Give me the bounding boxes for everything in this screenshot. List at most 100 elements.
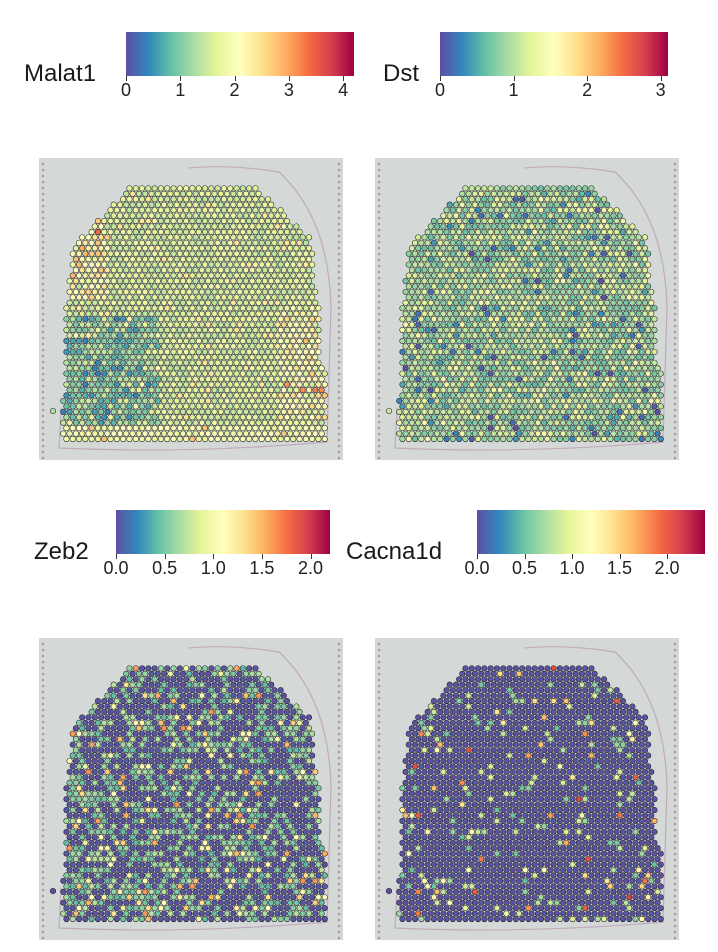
spot [129, 332, 136, 339]
spot [255, 212, 262, 219]
spot [569, 185, 576, 192]
spot [572, 277, 579, 285]
spot [541, 212, 548, 219]
spot [563, 218, 570, 225]
spot [405, 294, 412, 301]
spot [236, 681, 243, 688]
spot [91, 386, 98, 394]
spot [424, 283, 431, 290]
spot [252, 741, 259, 748]
spot [315, 337, 322, 344]
spot [233, 687, 240, 694]
spot [293, 288, 300, 295]
spot [189, 436, 196, 443]
spot [293, 321, 300, 328]
spot [88, 425, 95, 432]
spot [208, 305, 215, 312]
fiducial-dot [337, 678, 341, 682]
spot [94, 239, 101, 246]
spot [176, 665, 183, 672]
spot [443, 381, 450, 388]
spot [553, 354, 560, 361]
spot [132, 817, 139, 824]
spot [227, 665, 234, 672]
spot [186, 354, 193, 361]
spot [154, 321, 161, 328]
spot [594, 392, 601, 399]
spot [252, 403, 259, 410]
spot [161, 408, 168, 415]
spot [242, 332, 250, 339]
fiducial-dot [377, 342, 381, 346]
spot [189, 283, 196, 290]
spot [249, 812, 256, 819]
spot [478, 397, 485, 404]
spot [192, 408, 199, 415]
spot [563, 250, 570, 257]
spot [157, 403, 164, 410]
spot [91, 757, 98, 765]
spot [588, 228, 595, 235]
fiducial-dot [377, 330, 381, 334]
spot [632, 261, 639, 268]
spot [544, 261, 551, 268]
spot [566, 277, 573, 285]
spot [195, 239, 202, 246]
spot [186, 223, 193, 230]
spot [638, 327, 645, 334]
spot [208, 316, 215, 323]
spot [157, 785, 164, 792]
spot [415, 408, 422, 415]
spot [217, 736, 224, 743]
spot [296, 807, 303, 814]
spot [547, 299, 554, 306]
spot [550, 305, 557, 312]
spot [214, 796, 221, 803]
spot [142, 190, 149, 197]
spot [601, 305, 608, 312]
spot [487, 359, 494, 366]
spot [101, 425, 108, 432]
spot [544, 316, 551, 323]
spot [265, 261, 272, 268]
spot [493, 425, 500, 432]
spot [236, 419, 243, 426]
spot [161, 692, 168, 699]
spot [601, 272, 608, 279]
spot [151, 752, 158, 759]
spot [283, 316, 290, 323]
spot [490, 321, 497, 328]
spot [161, 277, 168, 285]
spot [126, 665, 133, 672]
spot [484, 386, 491, 394]
fiducial-dot [41, 408, 45, 412]
spot [230, 736, 237, 743]
fiducial-dot [673, 198, 677, 202]
colorbar-tick [126, 76, 127, 81]
spot [415, 430, 422, 437]
spot [299, 277, 306, 285]
spot [189, 337, 196, 344]
spot [430, 283, 437, 290]
spot [607, 414, 614, 421]
spot [126, 730, 133, 737]
spot [94, 370, 101, 377]
spot [142, 790, 149, 797]
spot [418, 414, 425, 421]
spot [623, 256, 630, 263]
spot [616, 397, 623, 404]
spot [192, 703, 199, 710]
spot [164, 305, 171, 312]
spot [635, 310, 642, 317]
spot [619, 305, 626, 312]
spot [607, 272, 614, 279]
spot [211, 692, 218, 699]
fiducial-dot [673, 342, 677, 346]
spot [302, 327, 309, 334]
spot [471, 354, 478, 361]
spot [224, 736, 231, 743]
spot [246, 687, 253, 694]
spot [173, 430, 180, 437]
spot [268, 736, 275, 743]
spot [170, 719, 177, 726]
